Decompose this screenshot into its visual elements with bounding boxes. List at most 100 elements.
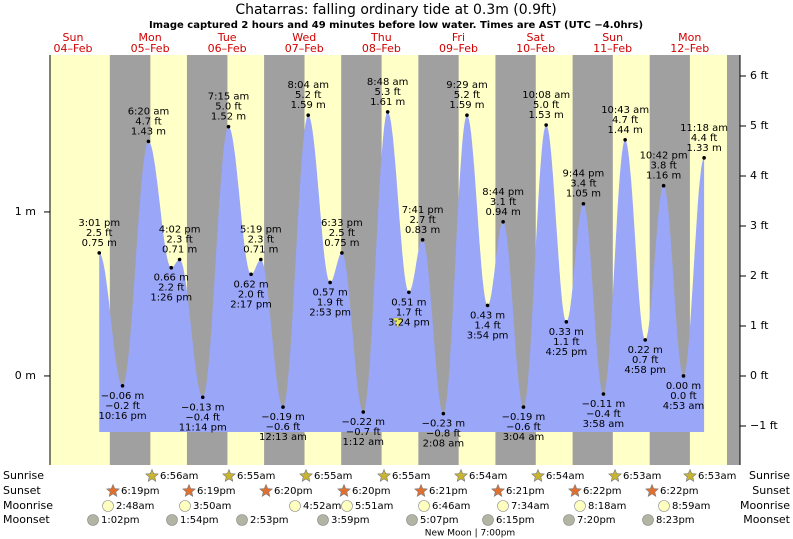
- tide-label: 2.3 ft: [248, 235, 274, 246]
- row-label: Sunset: [3, 484, 41, 497]
- tide-label: 3.1 ft: [490, 197, 516, 208]
- tide-label: 1.44 m: [608, 125, 643, 136]
- moonset-time: 5:07pm: [420, 515, 459, 526]
- tide-point: [581, 201, 586, 206]
- tide-label: 2:08 am: [423, 439, 465, 450]
- tide-label: −0.13 m: [181, 402, 225, 413]
- tide-label: 0.22 m: [628, 345, 663, 356]
- day-date: 07–Feb: [285, 42, 324, 55]
- tide-label: −0.23 m: [422, 419, 466, 430]
- moonrise-time: 7:34am: [511, 501, 549, 512]
- tide-label: 8:04 am: [287, 80, 329, 91]
- moonset-time: 8:23pm: [656, 515, 695, 526]
- moonrise-icon: [658, 500, 670, 512]
- tide-label: 0.66 m: [154, 273, 189, 284]
- tide-label: 1.53 m: [529, 110, 564, 121]
- tide-label: −0.19 m: [502, 412, 546, 423]
- tide-label: 0.71 m: [162, 245, 197, 256]
- tide-label: 4.7 ft: [135, 116, 161, 127]
- y2-tick-label: 0 ft: [750, 369, 769, 382]
- sunrise-icon: [145, 468, 159, 482]
- day-date: 09–Feb: [439, 42, 478, 55]
- tide-label: 1.59 m: [291, 100, 326, 111]
- moonrise-icon: [102, 500, 114, 512]
- day-name: Sun: [63, 31, 84, 44]
- tide-label: 0.00 m: [666, 381, 701, 392]
- moonset-icon: [87, 514, 99, 526]
- tide-point: [385, 110, 390, 114]
- tide-label: 0.75 m: [324, 238, 359, 249]
- y2-tick-label: −1 ft: [750, 419, 778, 432]
- y2-tick-label: 1 ft: [750, 319, 769, 332]
- tide-label: 4:02 pm: [159, 225, 201, 236]
- row-label: Moonset: [743, 513, 790, 526]
- tide-label: 1.7 ft: [396, 307, 422, 318]
- moonrise-time: 8:18am: [588, 501, 626, 512]
- tide-point: [544, 123, 548, 127]
- tide-label: 1.16 m: [646, 171, 681, 182]
- tide-point: [146, 139, 151, 144]
- sunset-time: 6:21pm: [506, 486, 545, 497]
- tide-label: −0.22 m: [341, 417, 385, 428]
- row-label: Sunset: [752, 484, 790, 497]
- moonrise-time: 2:48am: [116, 501, 154, 512]
- tide-label: 10:08 am: [522, 90, 570, 101]
- tide-label: −0.4 ft: [586, 409, 621, 420]
- moonrise-icon: [341, 500, 353, 512]
- sunset-icon: [491, 483, 505, 497]
- moonrise-time: 8:59am: [672, 501, 710, 512]
- tide-point: [97, 251, 102, 255]
- tide-label: 3:54 pm: [467, 330, 509, 341]
- tide-label: 0.51 m: [391, 297, 426, 308]
- moonset-icon: [317, 514, 329, 526]
- sunset-time: 6:20pm: [274, 486, 313, 497]
- tide-label: 2.2 ft: [158, 283, 184, 294]
- day-name: Fri: [452, 31, 465, 44]
- tide-point: [361, 410, 366, 414]
- tide-label: 3:58 am: [583, 419, 625, 430]
- sunrise-time: 6:55am: [237, 471, 275, 482]
- tide-label: −0.2 ft: [105, 401, 140, 412]
- moonset-time: 1:02pm: [101, 515, 140, 526]
- tide-label: 5:19 pm: [240, 225, 282, 236]
- day-date: 12–Feb: [670, 42, 709, 55]
- tide-label: 2.5 ft: [86, 228, 112, 239]
- tide-label: 4:25 pm: [545, 347, 587, 358]
- moonrise-icon: [418, 500, 430, 512]
- tide-label: 4.7 ft: [612, 115, 638, 126]
- y2-tick-label: 3 ft: [750, 219, 769, 232]
- moonset-time: 6:15pm: [496, 515, 535, 526]
- y-tick-label: 1 m: [15, 205, 36, 218]
- sunset-icon: [106, 483, 120, 497]
- tide-label: 2.3 ft: [166, 235, 192, 246]
- tide-label: 5.0 ft: [215, 102, 241, 113]
- tide-point: [441, 411, 446, 416]
- tide-label: 2:17 pm: [230, 299, 272, 310]
- tide-label: −0.11 m: [582, 399, 626, 410]
- moonrise-time: 3:50am: [193, 501, 231, 512]
- sunrise-time: 6:53am: [698, 471, 736, 482]
- sunset-icon: [645, 483, 659, 497]
- tide-point: [601, 392, 606, 396]
- night-band: [727, 55, 740, 465]
- sunset-icon: [259, 483, 273, 497]
- tide-point: [623, 137, 627, 142]
- tide-label: 7:15 am: [208, 92, 250, 103]
- tide-label: 6:33 pm: [321, 218, 363, 229]
- tide-label: 8:44 pm: [482, 187, 524, 198]
- tide-point: [521, 405, 526, 409]
- y2-tick-label: 6 ft: [750, 69, 769, 82]
- moonrise-time: 5:51am: [355, 501, 393, 512]
- chart-title: Chatarras: falling ordinary tide at 0.3m…: [235, 2, 556, 18]
- current-marker: [392, 317, 404, 329]
- tide-label: −0.8 ft: [426, 429, 461, 440]
- tide-label: 3.4 ft: [570, 179, 596, 190]
- row-label: Moonrise: [740, 499, 790, 512]
- moonset-icon: [406, 514, 418, 526]
- sunrise-icon: [377, 468, 391, 482]
- moonset-icon: [482, 514, 494, 526]
- tide-point: [306, 113, 311, 117]
- tide-point: [643, 338, 648, 342]
- tide-label: 0.7 ft: [632, 355, 658, 366]
- tide-label: −0.7 ft: [346, 427, 381, 438]
